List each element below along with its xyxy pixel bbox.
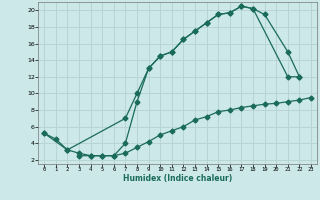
X-axis label: Humidex (Indice chaleur): Humidex (Indice chaleur) (123, 174, 232, 183)
